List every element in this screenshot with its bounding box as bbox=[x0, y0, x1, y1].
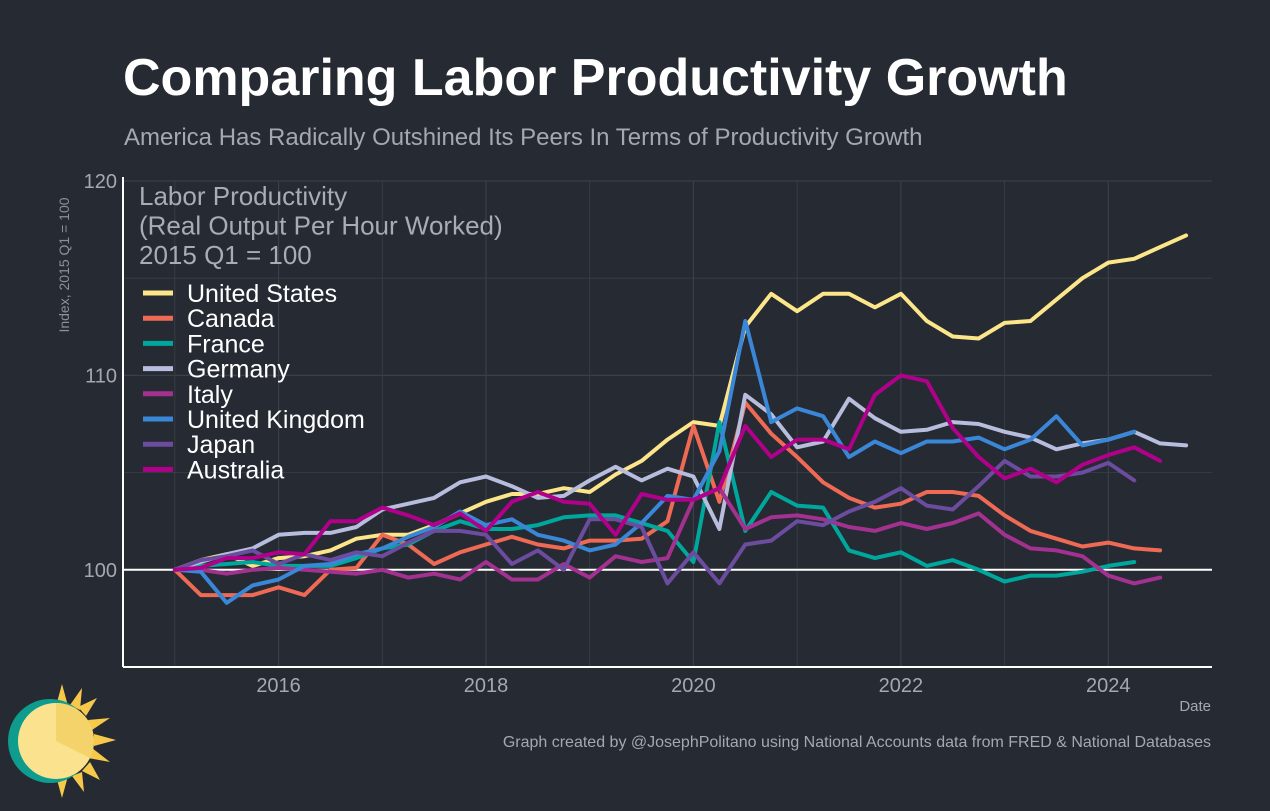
series-line-italy bbox=[172, 486, 1163, 586]
legend-label: Japan bbox=[187, 431, 255, 459]
annotation-line: (Real Output Per Hour Worked) bbox=[139, 211, 503, 241]
credit-line: Graph created by @JosephPolitano using N… bbox=[502, 734, 1211, 751]
y-tick-label: 120 bbox=[84, 171, 117, 193]
series-line-canada bbox=[172, 400, 1163, 598]
series-line-united-states bbox=[172, 233, 1189, 572]
legend-label: Australia bbox=[187, 456, 284, 484]
annotation-line: 2015 Q1 = 100 bbox=[139, 240, 312, 270]
chart-title: Comparing Labor Productivity Growth bbox=[123, 49, 1068, 107]
legend-label: Italy bbox=[187, 381, 233, 409]
legend-label: Canada bbox=[187, 305, 275, 333]
x-axis-label: Date bbox=[1179, 698, 1211, 715]
sun-logo-icon bbox=[8, 684, 116, 798]
series-layer bbox=[172, 233, 1189, 605]
x-tick-label: 2018 bbox=[464, 675, 509, 697]
legend-label: France bbox=[187, 330, 265, 358]
series-line-australia bbox=[172, 373, 1163, 572]
series-line-france bbox=[172, 420, 1137, 584]
legend-label: United Kingdom bbox=[187, 406, 365, 434]
y-tick-label: 100 bbox=[84, 560, 117, 582]
x-tick-label: 2024 bbox=[1086, 675, 1131, 697]
legend: United StatesCanadaFranceGermanyItalyUni… bbox=[143, 280, 365, 484]
series-line-germany bbox=[172, 392, 1189, 572]
legend-label: United States bbox=[187, 280, 337, 308]
series-line-united-kingdom bbox=[172, 319, 1137, 605]
x-tick-label: 2016 bbox=[256, 675, 301, 697]
legend-label: Germany bbox=[187, 356, 290, 384]
series-line-japan bbox=[172, 458, 1137, 586]
chart-subtitle: America Has Radically Outshined Its Peer… bbox=[124, 124, 923, 151]
annotation-line: Labor Productivity bbox=[139, 181, 347, 211]
x-tick-label: 2020 bbox=[671, 675, 716, 697]
x-tick-label: 2022 bbox=[879, 675, 924, 697]
y-tick-label: 110 bbox=[85, 365, 117, 387]
annotation-layer: Labor Productivity(Real Output Per Hour … bbox=[139, 181, 503, 270]
tick-layer: 100 110 120 2016 2018 2020 2022 2024 bbox=[84, 171, 1131, 697]
